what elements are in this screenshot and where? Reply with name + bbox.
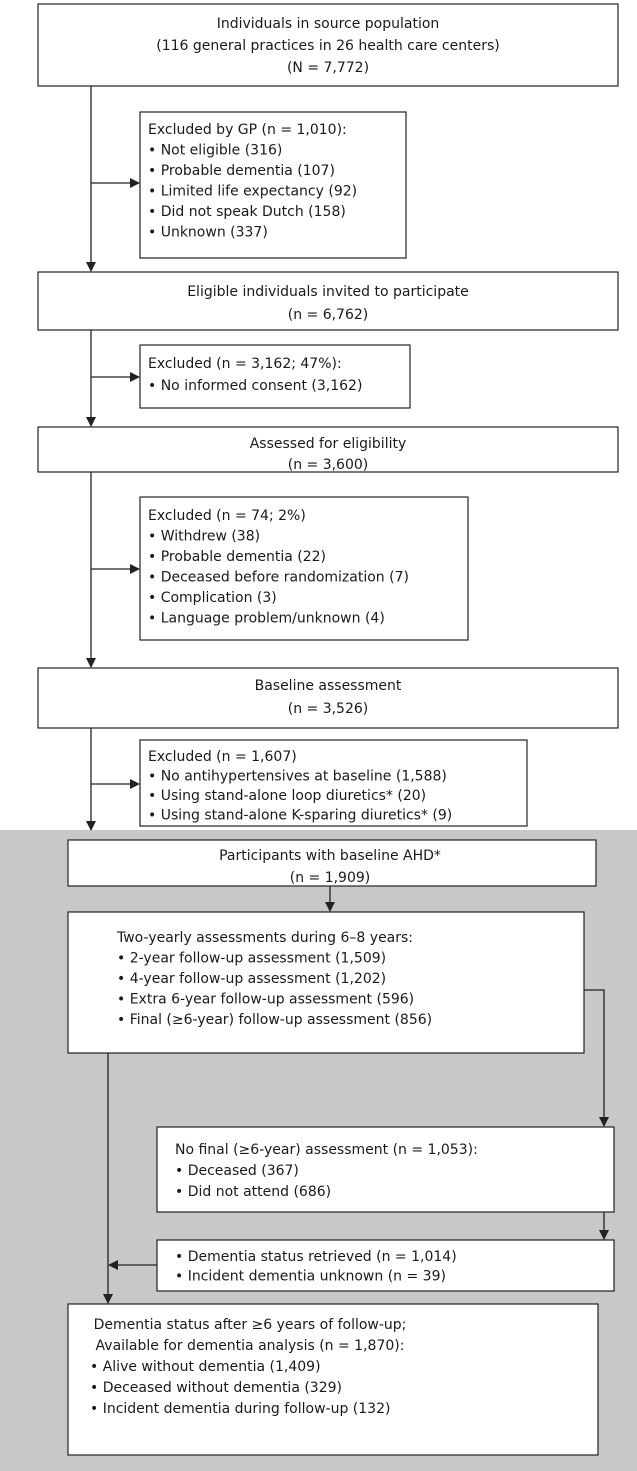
flow-box — [37, 271, 619, 331]
flow-box — [139, 739, 528, 827]
box-line: • Alive without dementia (1,409) — [90, 1359, 321, 1375]
box-heading: No final (≥6-year) assessment (n = 1,053… — [175, 1142, 478, 1158]
box-line: • 4-year follow-up assessment (1,202) — [117, 971, 386, 987]
box-line: • Withdrew (38) — [148, 529, 260, 545]
box-line: • No informed consent (3,162) — [148, 378, 362, 394]
box-heading: Dementia status after ≥6 years of follow… — [94, 1317, 407, 1333]
box-line: • 2-year follow-up assessment (1,509) — [117, 951, 386, 967]
box-heading: • Dementia status retrieved (n = 1,014) — [175, 1249, 457, 1265]
flow-box — [139, 111, 407, 259]
box-heading: Eligible individuals invited to particip… — [187, 284, 469, 300]
box-line: (116 general practices in 26 health care… — [156, 38, 499, 54]
box-line: • Incident dementia during follow-up (13… — [90, 1401, 390, 1417]
box-line: • Not eligible (316) — [148, 143, 282, 159]
flow-box — [139, 344, 411, 409]
box-line: • Did not speak Dutch (158) — [148, 204, 346, 220]
box-line: (n = 1,909) — [290, 870, 371, 886]
flow-box — [67, 1303, 599, 1456]
box-line: • Deceased (367) — [175, 1163, 299, 1179]
box-heading: Two-yearly assessments during 6–8 years: — [116, 930, 413, 946]
box-line: • Incident dementia unknown (n = 39) — [175, 1269, 446, 1285]
connectors — [86, 86, 609, 1304]
box-heading: Excluded by GP (n = 1,010): — [148, 122, 347, 138]
box-heading: Individuals in source population — [217, 16, 440, 32]
box-line: (n = 3,526) — [288, 701, 369, 717]
box-heading: Excluded (n = 3,162; 47%): — [148, 356, 342, 372]
box-line: • Deceased before randomization (7) — [148, 570, 409, 586]
flow-box — [37, 667, 619, 729]
box-line: • Limited life expectancy (92) — [148, 184, 357, 200]
flow-box — [156, 1239, 615, 1292]
box-heading: Baseline assessment — [255, 678, 402, 694]
box-heading: Excluded (n = 1,607) — [148, 749, 297, 765]
box-line: • Deceased without dementia (329) — [90, 1380, 342, 1396]
box-line: • Probable dementia (22) — [148, 549, 326, 565]
box-heading: Assessed for eligibility — [250, 436, 407, 452]
box-line: • Did not attend (686) — [175, 1184, 331, 1200]
flow-box — [67, 839, 597, 887]
box-line: (n = 6,762) — [288, 307, 369, 323]
box-line: (n = 3,600) — [288, 457, 369, 473]
flow-box — [139, 496, 469, 641]
box-line: • Unknown (337) — [148, 225, 268, 241]
flow-box — [37, 426, 619, 473]
box-line: • Using stand-alone loop diuretics* (20) — [148, 788, 426, 804]
flow-box — [37, 3, 619, 87]
box-line: • Probable dementia (107) — [148, 163, 335, 179]
flow-box — [156, 1126, 615, 1213]
box-heading: Participants with baseline AHD* — [219, 848, 441, 864]
box-line: • No antihypertensives at baseline (1,58… — [148, 769, 447, 785]
box-line: • Extra 6-year follow-up assessment (596… — [117, 992, 414, 1008]
box-line: • Using stand-alone K-sparing diuretics*… — [148, 808, 452, 824]
box-line: • Complication (3) — [148, 590, 277, 606]
flow-box — [67, 911, 585, 1054]
box-heading: Excluded (n = 74; 2%) — [148, 508, 306, 524]
box-line: Available for dementia analysis (n = 1,8… — [96, 1338, 405, 1354]
box-line: • Final (≥6-year) follow-up assessment (… — [117, 1012, 432, 1028]
box-line: • Language problem/unknown (4) — [148, 611, 385, 627]
box-line: (N = 7,772) — [287, 60, 369, 76]
